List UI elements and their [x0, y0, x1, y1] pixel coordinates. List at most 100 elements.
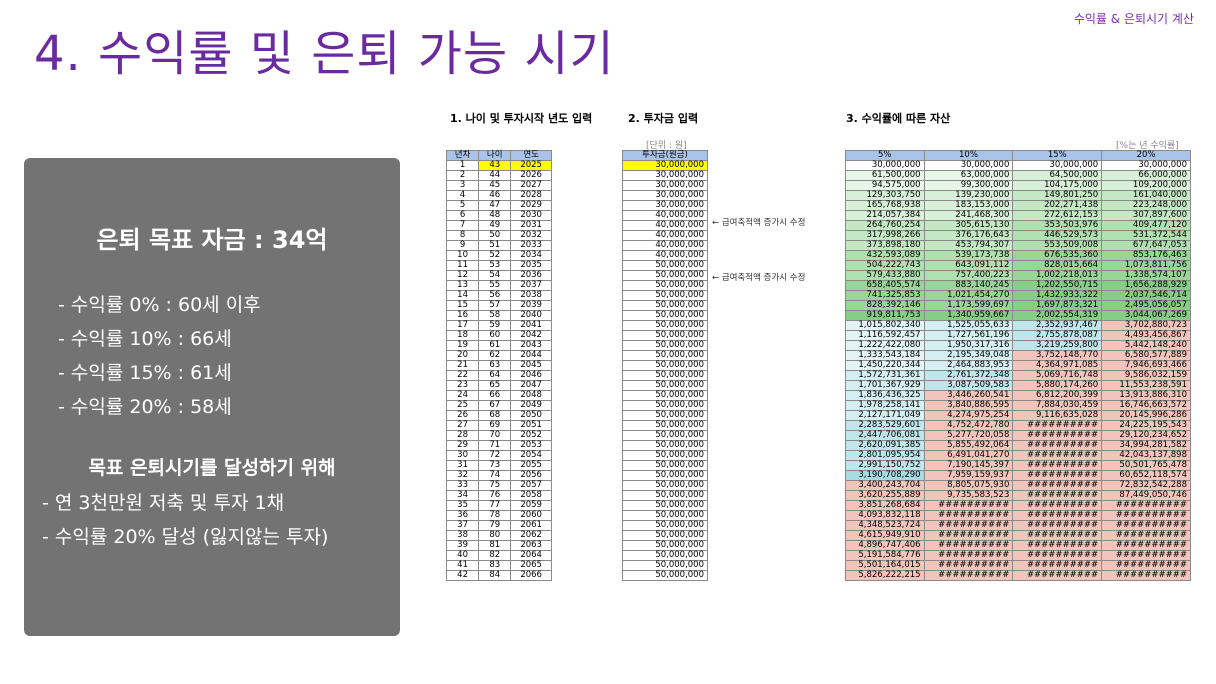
- table-cell: 373,898,180: [845, 240, 925, 251]
- table-cell: 9,735,583,523: [923, 490, 1014, 501]
- table-cell: ##########: [1101, 570, 1191, 581]
- table-row: 50,000,000: [622, 320, 708, 331]
- table-row: 50,000,000: [622, 500, 708, 511]
- rate-line: - 수익률 0% : 60세 이후: [58, 294, 261, 316]
- table-row: 828,392,146 1,173,599,697 1,697,873,321 2,4…: [845, 300, 1191, 311]
- table-cell: 50,000,000: [622, 420, 708, 431]
- table-cell: 60: [478, 330, 512, 341]
- table-row: 3,620,255,889 9,735,583,523 ########## 87,4…: [845, 490, 1191, 501]
- table-row: 50,000,000: [622, 290, 708, 301]
- age-year-table: 년차 나이 연도 1 43 2025 2 44 2026 3 45 2027 4 46 2028 5 47 20…: [445, 150, 552, 581]
- table-cell: 2032: [510, 230, 552, 241]
- table-cell: 2046: [510, 370, 552, 381]
- table-cell: 65: [478, 380, 512, 391]
- table-cell: 81: [478, 540, 512, 551]
- table-cell: 84: [478, 570, 512, 581]
- table-cell: 50,000,000: [622, 300, 708, 311]
- table-cell: 16: [445, 310, 480, 321]
- table-cell: 1,015,802,340: [845, 320, 925, 331]
- table-cell: 1,338,574,107: [1101, 270, 1191, 281]
- table-cell: 2058: [510, 490, 552, 501]
- table-cell: 13,913,886,310: [1101, 390, 1191, 401]
- table-cell: 73: [478, 460, 512, 471]
- table-cell: ##########: [1101, 550, 1191, 561]
- table-cell: ##########: [1012, 430, 1103, 441]
- table-cell: 6: [445, 210, 480, 221]
- table-cell: 70: [478, 430, 512, 441]
- table-row: 50,000,000: [622, 300, 708, 311]
- table-cell: 2044: [510, 350, 552, 361]
- table-cell: 42: [445, 570, 480, 581]
- table-cell: 7,959,159,937: [923, 470, 1014, 481]
- table-row: 8 50 2032: [445, 230, 552, 241]
- table-cell: 3,702,880,723: [1101, 320, 1191, 331]
- table-cell: 50,000,000: [622, 430, 708, 441]
- table-cell: 16,746,663,572: [1101, 400, 1191, 411]
- table-cell: 2035: [510, 260, 552, 271]
- table-cell: 41: [445, 560, 480, 571]
- table-cell: 8,805,075,930: [923, 480, 1014, 491]
- table-row: 42 84 2066: [445, 570, 552, 581]
- table-cell: 24,225,195,543: [1101, 420, 1191, 431]
- table-cell: 37: [445, 520, 480, 531]
- unit-label: [단위 : 원]: [646, 141, 687, 151]
- table-cell: 5,069,716,748: [1012, 370, 1103, 381]
- table-cell: 11: [445, 260, 480, 271]
- table-cell: 677,647,053: [1101, 240, 1191, 251]
- table-cell: 165,768,938: [845, 200, 925, 211]
- table-cell: 55: [478, 280, 512, 291]
- table-cell: 2066: [510, 570, 552, 581]
- table-cell: 2048: [510, 390, 552, 401]
- table-cell: 79: [478, 520, 512, 531]
- table-cell: 40: [445, 550, 480, 561]
- table-cell: 30: [445, 450, 480, 461]
- table-cell: 3,851,268,684: [845, 500, 925, 511]
- table-cell: ##########: [923, 510, 1014, 521]
- table-cell: 2052: [510, 430, 552, 441]
- table-row: 2,447,706,081 5,277,720,058 ########## 29,1…: [845, 430, 1191, 441]
- table-cell: 2047: [510, 380, 552, 391]
- table-cell: 853,176,463: [1101, 250, 1191, 261]
- panel-heading: 은퇴 목표 자금 : 34억: [96, 226, 328, 254]
- table-cell: 50,000,000: [622, 520, 708, 531]
- table-cell: ##########: [1101, 540, 1191, 551]
- table-row: 50,000,000: [622, 540, 708, 551]
- table-cell: 22: [445, 370, 480, 381]
- table-cell: ##########: [1012, 570, 1103, 581]
- table-cell: 14: [445, 290, 480, 301]
- table-row: 2,283,529,601 4,752,472,780 ########## 24,2…: [845, 420, 1191, 431]
- table-cell: 45: [478, 180, 512, 191]
- table-cell: 36: [445, 510, 480, 521]
- table-cell: 58: [478, 310, 512, 321]
- table-cell: 1,173,599,697: [923, 300, 1014, 311]
- table-cell: 4,348,523,724: [845, 520, 925, 531]
- table-cell: 28: [445, 430, 480, 441]
- table-cell: 30,000,000: [622, 180, 708, 191]
- table-row: 94,575,000 99,300,000 104,175,000 109,200,0…: [845, 180, 1191, 191]
- table-row: 30,000,000: [622, 200, 708, 211]
- table-row: 3,851,268,684 ########## ########## #######…: [845, 500, 1191, 511]
- table-cell: 23: [445, 380, 480, 391]
- table-cell: 2059: [510, 500, 552, 511]
- table-cell: 50,000,000: [622, 450, 708, 461]
- table-row: 35 77 2059: [445, 500, 552, 511]
- table-cell: 40,000,000: [622, 250, 708, 261]
- table-cell: 30,000,000: [622, 160, 708, 171]
- table-cell: 5,880,174,260: [1012, 380, 1103, 391]
- table-cell: 1,572,731,361: [845, 370, 925, 381]
- table-cell: 68: [478, 410, 512, 421]
- table-cell: 2,495,056,057: [1101, 300, 1191, 311]
- table-cell: ##########: [923, 560, 1014, 571]
- table-cell: ##########: [1101, 560, 1191, 571]
- table-cell: 30,000,000: [845, 160, 925, 171]
- table-cell: 4,274,975,254: [923, 410, 1014, 421]
- table-cell: 2026: [510, 170, 552, 181]
- table-cell: 2045: [510, 360, 552, 371]
- table-row: 50,000,000: [622, 550, 708, 561]
- table-cell: 3,219,259,800: [1012, 340, 1103, 351]
- table-cell: 62: [478, 350, 512, 361]
- section-title-1: 1. 나이 및 투자시작 년도 입력: [450, 112, 593, 125]
- table-cell: 2,002,554,319: [1012, 310, 1103, 321]
- table-cell: 453,794,307: [923, 240, 1014, 251]
- table-cell: 1,656,288,929: [1101, 280, 1191, 291]
